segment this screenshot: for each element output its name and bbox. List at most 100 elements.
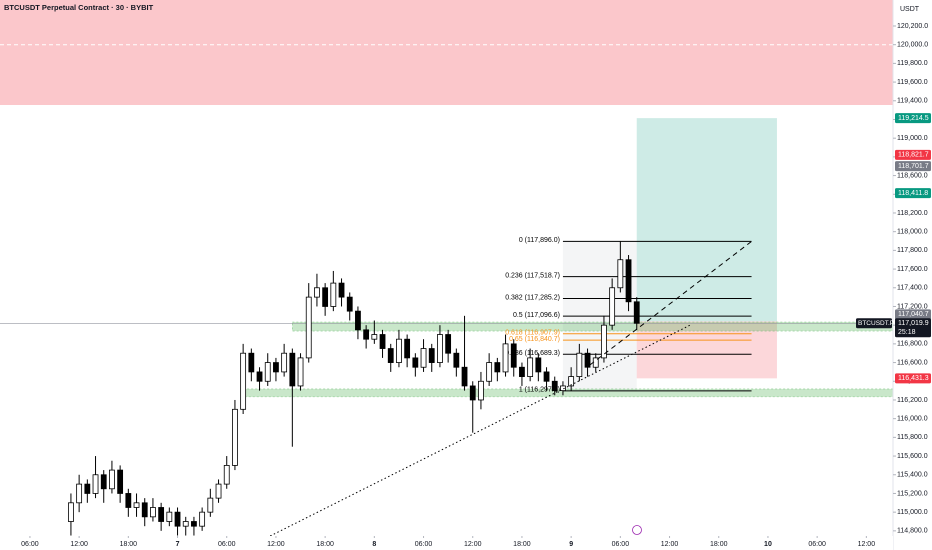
last-price-label: 117,019.9 [898,320,929,327]
x-tick-label: 12:00 [267,541,285,548]
candle-body [141,502,148,518]
candle-body [478,380,484,401]
y-tick-label: 120,000.0 [897,42,928,49]
y-tick-label: 117,400.0 [897,285,928,292]
candle-body [199,511,206,527]
price-badge-label: 116,431.3 [898,375,929,382]
x-tick-label: 06:00 [218,541,236,548]
candle-body [256,371,263,382]
price-badge-label: 118,701.7 [898,163,929,170]
price-badge [895,373,931,384]
price-badge-label: 119,214.5 [898,115,929,122]
candle-body [117,469,124,494]
price-axis [893,0,932,550]
candle-body [363,329,370,340]
event-icon [632,525,642,535]
fib-label: 0.5 (117,096.6) [513,312,560,319]
candle-body [568,376,575,387]
candle-body [240,352,247,410]
candle-body [346,296,353,312]
candle-body [330,282,337,307]
fib-label: 0 (117,896.0) [519,237,560,244]
candle-body [305,296,312,359]
candle-body [494,362,501,373]
y-tick-label: 119,800.0 [897,60,928,67]
y-tick-label: 115,400.0 [897,472,928,479]
candle-body [461,366,468,387]
candle-body [486,362,493,382]
y-tick-label: 117,800.0 [897,247,928,254]
candle-body [338,282,345,298]
fib-label: 0.236 (117,518.7) [505,273,560,280]
candle-body [182,521,189,527]
candle-body [560,385,566,392]
candle-body [281,352,288,373]
candle-body [609,287,616,326]
fib-label: 1 (116,297.1) [519,387,560,394]
fib-label: 0.382 (117,285.2) [505,294,560,301]
y-tick-label: 118,200.0 [897,210,928,217]
candle-body [322,287,329,307]
candle-body [297,357,304,387]
fib-label: 0.786 (116,689.3) [505,350,560,357]
price-badge-label: 118,821.7 [898,152,929,159]
candle-body [519,366,525,377]
price-badge [895,188,931,199]
candle-body [404,338,411,359]
candle-body [92,474,99,494]
price-badge-label: 118,411.8 [898,190,928,197]
candle-body [453,352,460,368]
symbol-label: BTCUSDT.P [858,320,894,327]
x-tick-label: 06:00 [808,541,826,548]
y-tick-label: 115,200.0 [897,490,928,497]
candle-body [84,483,91,494]
symbol-badge [856,318,892,329]
candle-body [543,371,550,382]
candle-body [248,352,255,373]
candle-body [207,497,214,513]
candle-body [469,385,476,401]
y-tick-label: 115,800.0 [897,434,928,441]
y-tick-label: 115,000.0 [897,509,928,516]
candle-body [264,362,271,382]
y-tick-label: 114,800.0 [897,528,928,535]
trend-line [589,241,752,366]
price-badge [895,113,931,124]
fib-label: 0.618 (116,907.9) [505,330,560,337]
x-tick-label: 9 [569,541,573,548]
time-axis [0,536,893,550]
fib-label: 0.65 (116,840.7) [509,336,560,343]
chart-title: BTCUSDT Perpetual Contract · 30 · BYBIT [4,3,154,12]
candle-body [420,348,427,368]
x-tick-label: 06:00 [415,541,433,548]
candle-body [617,259,624,289]
price-badge [895,309,931,320]
candle-body [289,352,296,387]
x-tick-label: 06:00 [21,541,39,548]
candle-body [314,287,320,298]
candle-body [215,483,222,499]
candle-body [232,408,238,466]
candle-body [633,301,640,324]
candle-body [412,357,419,368]
y-tick-label: 120,200.0 [897,23,928,30]
candle-body [109,469,115,490]
x-tick-label: 06:00 [612,541,630,548]
y-tick-label: 119,400.0 [897,98,928,105]
x-tick-label: 18:00 [120,541,138,548]
candle-body [445,334,452,354]
y-tick-label: 117,600.0 [897,266,928,273]
x-tick-label: 12:00 [858,541,876,548]
y-tick-label: 118,600.0 [897,172,928,179]
x-tick-label: 18:00 [513,541,531,548]
y-tick-label: 117,200.0 [897,303,928,310]
candle-body [174,511,181,527]
candle-body [68,502,74,522]
x-tick-label: 7 [176,541,180,548]
price-badge [895,149,931,160]
x-tick-label: 8 [372,541,376,548]
candle-body [535,357,542,373]
y-tick-label: 116,200.0 [897,397,928,404]
